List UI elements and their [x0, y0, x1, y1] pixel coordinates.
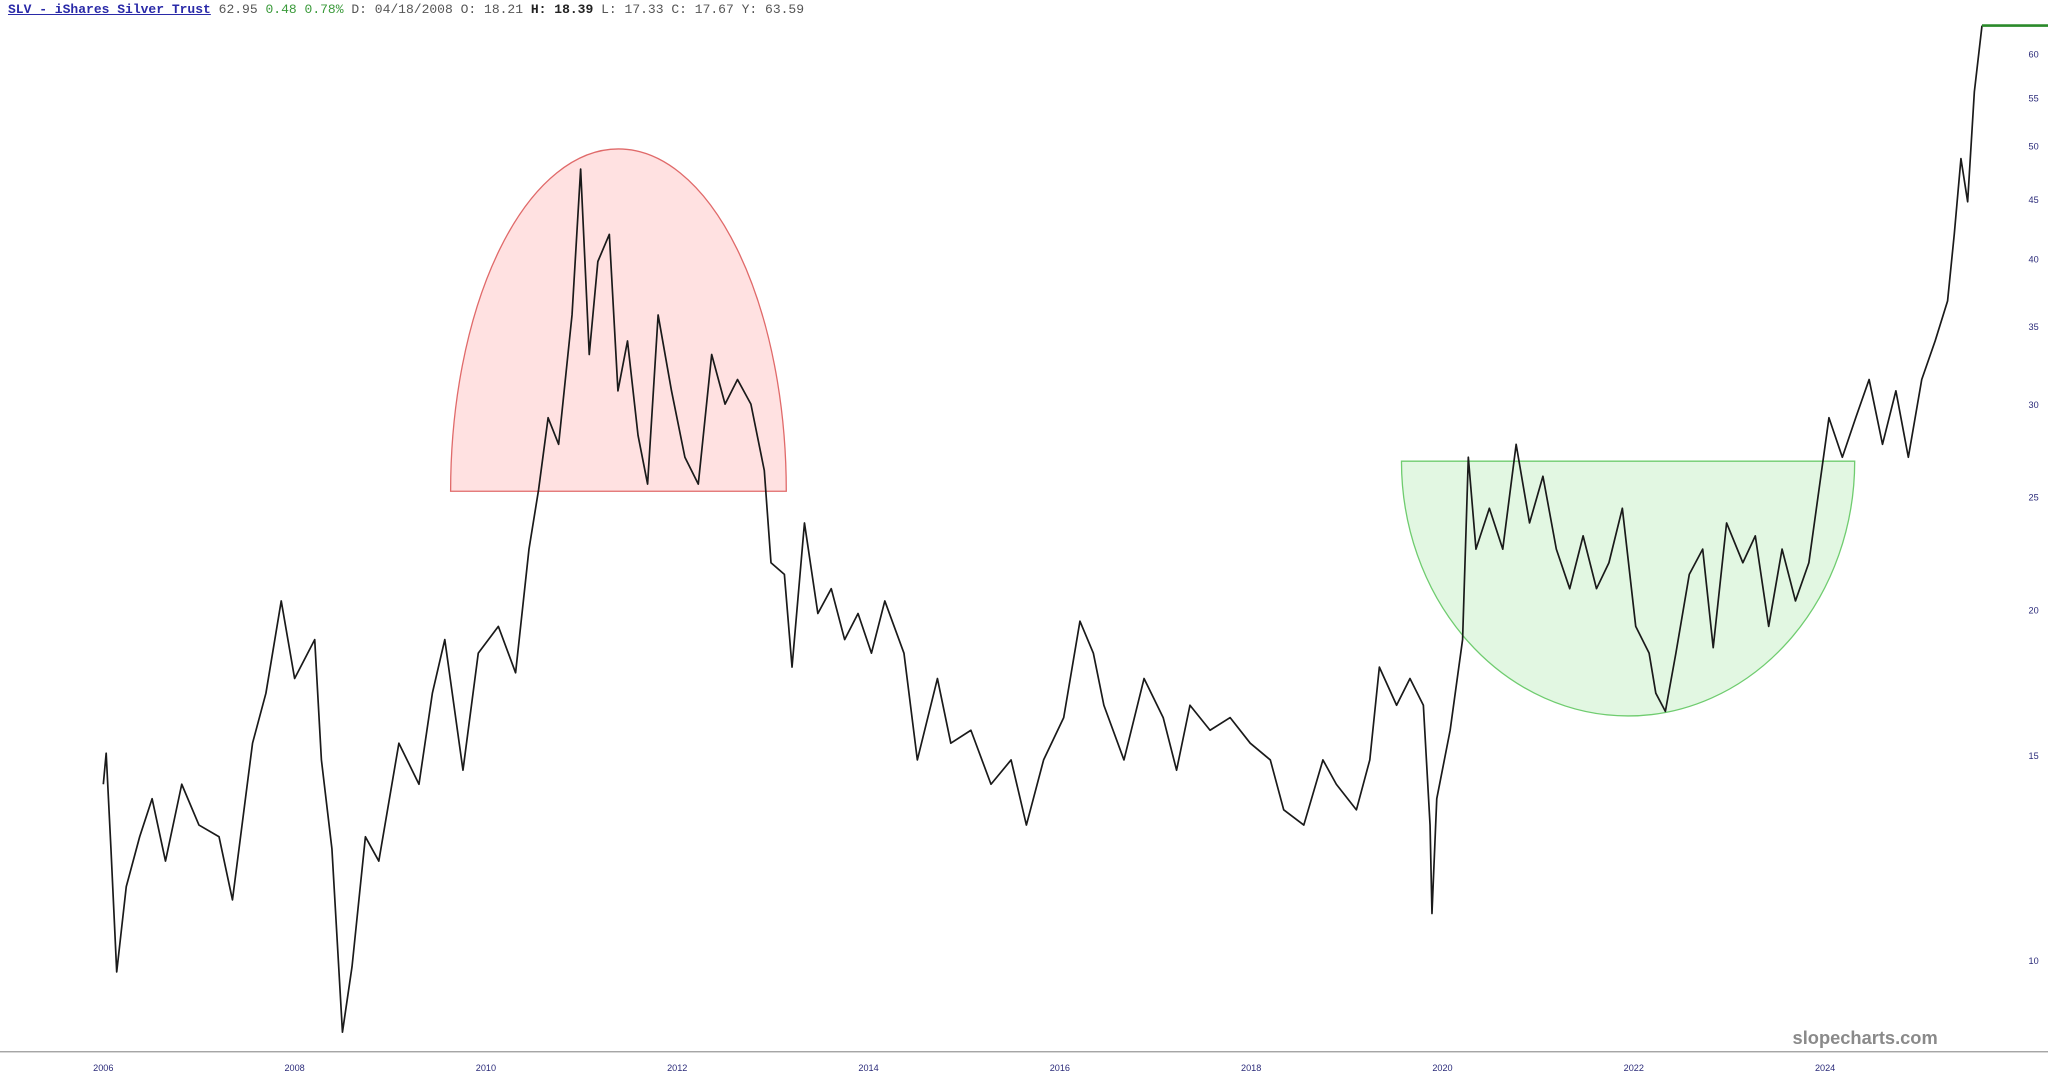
- field-value: 18.21: [484, 2, 524, 17]
- last-price: 62.95: [218, 2, 258, 17]
- x-tick-label: 2014: [858, 1063, 878, 1073]
- y-tick-label: 20: [2029, 605, 2039, 615]
- x-tick-label: 2024: [1815, 1063, 1835, 1073]
- header: SLV - iShares Silver Trust 62.95 0.48 0.…: [8, 2, 804, 17]
- field-value: 17.67: [694, 2, 734, 17]
- y-tick-label: 10: [2029, 956, 2039, 966]
- y-tick-label: 40: [2029, 255, 2039, 265]
- y-tick-label: 25: [2029, 492, 2039, 502]
- price-line: [102, 25, 1983, 1034]
- change: 0.48: [265, 2, 297, 17]
- x-tick-label: 2016: [1050, 1063, 1070, 1073]
- field-value: 18.39: [554, 2, 594, 17]
- field-value: 63.59: [765, 2, 805, 17]
- x-tick-label: 2020: [1432, 1063, 1452, 1073]
- field-label: D:: [351, 2, 367, 17]
- y-tick-label: 35: [2029, 322, 2039, 332]
- y-tick-label: 30: [2029, 400, 2039, 410]
- field-value: 17.33: [624, 2, 664, 17]
- field-label: H:: [530, 2, 547, 17]
- ohlc-fields: D: 04/18/2008 O: 18.21 H: 18.39 L: 17.33…: [344, 2, 805, 17]
- field-label: C:: [671, 2, 687, 17]
- field-label: O:: [460, 2, 477, 17]
- y-tick-label: 45: [2029, 195, 2039, 205]
- x-tick-label: 2022: [1624, 1063, 1644, 1073]
- y-tick-label: 55: [2029, 94, 2039, 104]
- y-tick-label: 60: [2029, 50, 2039, 60]
- field-label: Y:: [741, 2, 758, 17]
- x-tick-label: 2008: [284, 1063, 304, 1073]
- x-tick-label: 2012: [667, 1063, 687, 1073]
- rounded-bottom-shape: [1400, 460, 1856, 717]
- y-tick-label: 15: [2029, 751, 2039, 761]
- field-value: 04/18/2008: [374, 2, 453, 17]
- plot: 10 15 20 25 30 35 40 45 50 55 60 2006 2008 2010 2012 20…: [93, 24, 2048, 1073]
- y-tick-label: 50: [2029, 142, 2039, 152]
- x-tick-label: 2018: [1241, 1063, 1261, 1073]
- field-label: L:: [601, 2, 617, 17]
- watermark: slopecharts.com: [1793, 1027, 1938, 1048]
- change-pct: 0.78%: [304, 2, 344, 17]
- symbol-link[interactable]: SLV - iShares Silver Trust: [8, 2, 211, 17]
- annotations: [449, 148, 1856, 717]
- x-tick-label: 2006: [93, 1063, 113, 1073]
- rounded-top-shape: [449, 148, 787, 492]
- x-tick-label: 2010: [476, 1063, 496, 1073]
